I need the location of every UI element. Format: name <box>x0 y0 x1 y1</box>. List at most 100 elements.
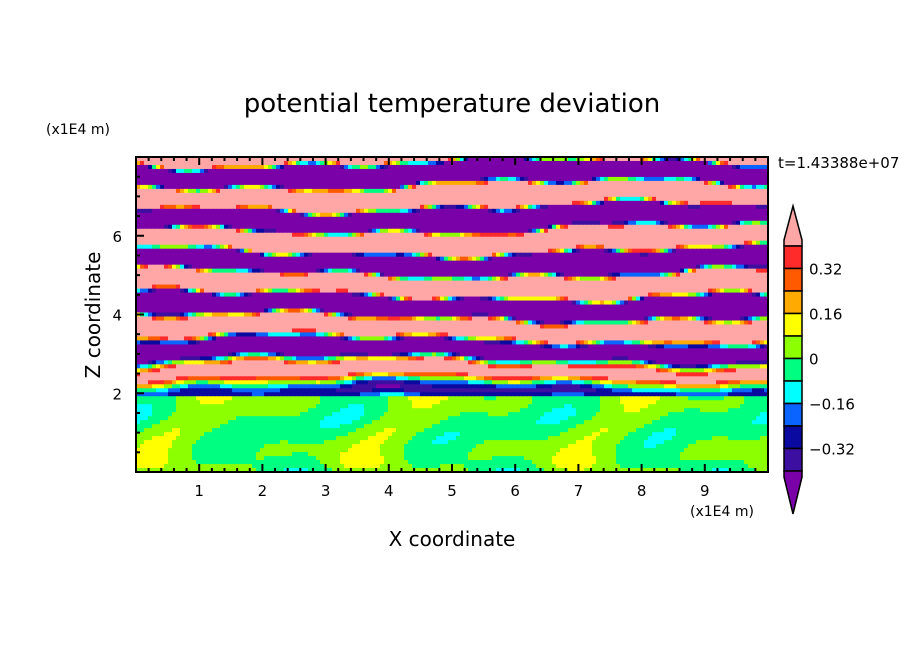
contour-cell <box>388 208 393 214</box>
contour-cell <box>444 168 449 174</box>
contour-cell <box>352 224 357 230</box>
contour-cell <box>372 232 377 238</box>
contour-cell <box>720 224 725 230</box>
contour-cell <box>276 232 281 238</box>
contour-cell <box>720 208 725 214</box>
contour-cell <box>420 164 425 170</box>
contour-cell <box>244 176 249 182</box>
contour-cell <box>656 180 661 186</box>
contour-cell <box>604 224 609 230</box>
contour-cell <box>300 168 305 174</box>
contour-cell <box>624 168 629 174</box>
contour-cell <box>544 168 549 174</box>
contour-cell <box>572 180 577 186</box>
contour-cell <box>672 276 677 282</box>
contour-cell <box>236 188 241 194</box>
contour-cell <box>524 168 529 174</box>
contour-cell <box>668 188 673 194</box>
contour-cell <box>580 268 585 274</box>
contour-cell <box>140 196 145 202</box>
contour-cell <box>592 196 597 202</box>
contour-cell <box>696 268 701 274</box>
contour-cell <box>204 228 209 234</box>
contour-cell <box>480 260 485 266</box>
contour-cell <box>320 220 325 226</box>
contour-cell <box>696 172 701 178</box>
contour-cell <box>280 168 285 174</box>
contour-cell <box>584 216 589 222</box>
contour-cell <box>144 240 149 246</box>
contour-cell <box>428 172 433 178</box>
contour-cell <box>160 184 165 190</box>
contour-cell <box>424 192 429 198</box>
contour-cell <box>728 236 733 242</box>
contour-cell <box>264 184 269 190</box>
contour-cell <box>264 276 269 282</box>
contour-cell <box>668 208 673 214</box>
contour-cell <box>604 248 609 254</box>
contour-cell <box>524 232 529 238</box>
contour-cell <box>532 172 537 178</box>
contour-cell <box>292 157 297 162</box>
contour-cell <box>536 224 541 230</box>
contour-cell <box>508 272 513 278</box>
contour-cell <box>452 248 457 254</box>
contour-cell <box>160 188 165 194</box>
contour-cell <box>736 164 741 170</box>
contour-cell <box>148 208 153 214</box>
contour-cell <box>136 256 141 262</box>
contour-cell <box>420 256 425 262</box>
contour-cell <box>276 280 281 286</box>
contour-cell <box>728 264 733 270</box>
contour-cell <box>152 180 157 186</box>
contour-cell <box>468 188 473 194</box>
contour-cell <box>516 216 521 222</box>
contour-cell <box>380 192 385 198</box>
contour-cell <box>228 236 233 242</box>
contour-cell <box>220 276 225 282</box>
contour-cell <box>300 164 305 170</box>
y-unit-label: (x1E4 m) <box>46 122 110 138</box>
contour-cell <box>352 232 357 238</box>
contour-cell <box>588 196 593 202</box>
contour-cell <box>328 232 333 238</box>
contour-cell <box>176 204 181 210</box>
contour-cell <box>228 280 233 286</box>
contour-cell <box>448 256 453 262</box>
contour-cell <box>180 268 185 274</box>
contour-cell <box>212 196 217 202</box>
contour-cell <box>528 220 533 226</box>
contour-cell <box>596 276 601 282</box>
contour-cell <box>156 280 161 286</box>
contour-cell <box>244 272 249 278</box>
contour-cell <box>272 204 277 210</box>
contour-cell <box>268 256 273 262</box>
contour-cell <box>256 244 261 250</box>
contour-cell <box>576 220 581 226</box>
contour-cell <box>600 200 605 206</box>
contour-cell <box>212 276 217 282</box>
contour-cell <box>688 240 693 246</box>
contour-cell <box>520 220 525 226</box>
contour-cell <box>532 220 537 226</box>
contour-cell <box>300 248 305 254</box>
contour-cell <box>208 272 213 278</box>
contour-cell <box>504 160 509 166</box>
contour-cell <box>140 256 145 262</box>
contour-cell <box>728 200 733 206</box>
contour-cell <box>688 157 693 162</box>
contour-cell <box>148 164 153 170</box>
contour-cell <box>748 176 753 182</box>
contour-cell <box>576 184 581 190</box>
contour-cell <box>568 164 573 170</box>
contour-cell <box>352 276 357 282</box>
contour-cell <box>428 260 433 266</box>
contour-cell <box>156 208 161 214</box>
contour-cell <box>592 236 597 242</box>
contour-cell <box>684 228 689 234</box>
contour-cell <box>444 192 449 198</box>
contour-cell <box>572 164 577 170</box>
contour-cell <box>484 240 489 246</box>
contour-cell <box>304 204 309 210</box>
contour-cell <box>180 188 185 194</box>
